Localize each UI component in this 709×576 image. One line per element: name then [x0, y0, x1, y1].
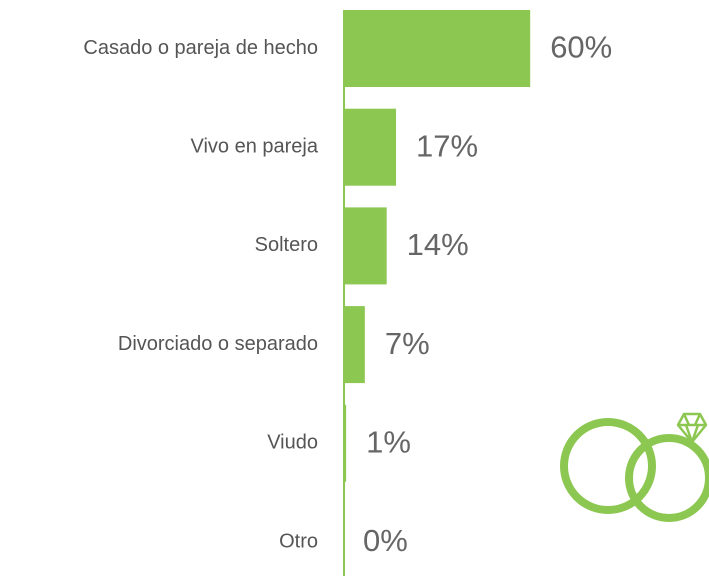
category-label: Vivo en pareja	[191, 135, 319, 157]
category-label: Otro	[279, 530, 318, 552]
value-label: 14%	[407, 227, 469, 262]
value-label: 7%	[385, 326, 430, 361]
value-label: 17%	[416, 128, 478, 163]
category-label: Casado o pareja de hecho	[83, 37, 318, 59]
bar	[343, 404, 347, 482]
bar	[343, 207, 387, 285]
value-label: 1%	[366, 424, 411, 459]
rings-icon	[560, 412, 709, 522]
category-label: Soltero	[255, 234, 318, 256]
category-label: Viudo	[267, 432, 318, 454]
diamond	[676, 412, 708, 444]
bar	[343, 306, 365, 384]
value-label: 60%	[550, 30, 612, 65]
value-label: 0%	[363, 523, 408, 558]
category-label: Divorciado o separado	[118, 333, 318, 355]
bar	[343, 10, 531, 87]
ring-right	[625, 434, 709, 522]
bar	[343, 108, 397, 186]
ring-left	[560, 418, 656, 514]
